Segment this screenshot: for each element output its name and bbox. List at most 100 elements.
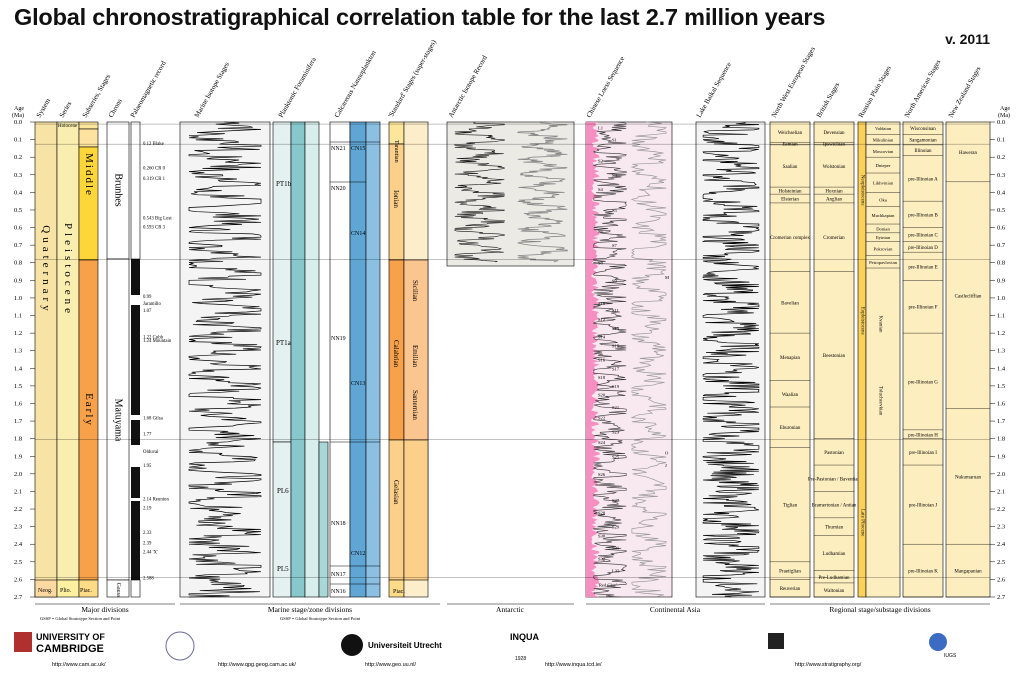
stage-label: Haweran: [959, 151, 978, 156]
qpg-logo-icon: [165, 631, 195, 661]
palaeomagnetic-record: 0.12 Blake 0.260 CR 0 0.319 CR 1 0.543 Big …: [130, 121, 172, 598]
loess-unit-label: S25: [612, 454, 620, 459]
palaeomag-event: Olduvai: [143, 450, 159, 455]
axis-tick-label: 1.3: [997, 348, 1005, 355]
palaeomag-event: 1.95: [143, 464, 152, 469]
stage-label: Eburonian: [780, 426, 801, 431]
stage-label: Neopleistocene: [860, 175, 865, 207]
column-header-standard: 'Standard' Stages (super-stages): [387, 38, 438, 119]
column-header-british: British Stages: [815, 81, 842, 119]
axis-tick-label: 2.5: [997, 559, 1005, 566]
cn13: CN13: [351, 381, 365, 387]
stage-label: Cromerian: [823, 236, 845, 241]
loess-unit-label: S24: [598, 440, 606, 445]
standard-stages: Tarantian Ionian Sicilian Emilian Santer…: [388, 121, 429, 598]
cambridge-url: http://www.cam.ac.uk/: [52, 662, 106, 668]
loess-unit-label: S23: [612, 430, 620, 435]
axis-tick-label: 1.8: [14, 436, 22, 443]
palaeomag-event: 0.319 CR 1: [143, 177, 166, 182]
stage-label: Ludhamian: [823, 552, 846, 557]
stage-label: Anglian: [826, 198, 843, 203]
axis-tick-label: 1.5: [997, 383, 1005, 390]
column-header-nannoplankton: Calcareous Nannoplankton: [333, 49, 378, 119]
loess-unit-label: S15: [612, 343, 620, 348]
axis-label-unit: (Ma): [12, 112, 24, 119]
axis-tick-label: 0.8: [14, 260, 22, 267]
version-label: v. 2011: [945, 31, 990, 47]
loess-unit-label: S5: [612, 208, 618, 213]
stage-label: Illinoian: [915, 149, 932, 154]
axis-label-unit-right: (Ma): [998, 112, 1010, 119]
axis-tick-label: 1.0: [997, 295, 1005, 302]
column-header-series: Series: [58, 100, 74, 119]
axis-tick-label: 0.4: [14, 189, 23, 196]
nn17: NN17: [331, 572, 346, 578]
cn14: CN14: [351, 231, 365, 237]
stratigraphy-logo-icon: [768, 633, 784, 649]
stage-emilian: Emilian: [411, 345, 419, 368]
axis-tick-label: 0.9: [14, 277, 22, 284]
loess-unit-label: M: [665, 275, 669, 280]
cambridge-line1: UNIVERSITY OF: [36, 632, 105, 642]
stage-label: Eemian: [782, 143, 798, 148]
stage-label: Tolucheevkian: [878, 386, 883, 416]
stage-label: Eopleistocene: [860, 307, 865, 336]
stage-label: pre-Illinoian E: [908, 265, 937, 270]
loess-unit-label: S8: [598, 261, 604, 266]
neogene-label: Neog.: [38, 588, 53, 594]
stage-santernian: Santernian: [411, 390, 419, 420]
axis-tick-label: 2.7: [997, 594, 1006, 601]
gauss-label: Gauss: [115, 583, 121, 598]
loess-unit-label: O: [665, 451, 669, 456]
loess-unit-label: S4: [598, 187, 604, 192]
column-header-planktonic: Planktonic Foraminifera: [277, 55, 318, 119]
stage-label: pre-Illinoian I: [909, 451, 937, 456]
piacenzian-band: [78, 579, 99, 598]
axis-tick-label: 1.7: [997, 418, 1006, 425]
column-header-new_zealand: New Zealand Stages: [947, 65, 983, 119]
axis-tick-label: 1.5: [14, 383, 22, 390]
matuyama-label: Matuyama: [113, 399, 124, 442]
stage-label: Devensian: [823, 131, 845, 136]
bottom-groups: Major divisions Marine stage/zone divisi…: [35, 603, 990, 621]
axis-tick-label: 0.2: [997, 154, 1005, 161]
loess-unit-label: S21: [612, 405, 620, 410]
cambridge-line2: CAMBRIDGE: [36, 643, 104, 655]
cn12: CN12: [351, 551, 365, 557]
brunhes-label: Brunhes: [113, 173, 124, 206]
axis-tick-label: 1.4: [997, 365, 1006, 372]
stage-label: Wisconsinan: [910, 127, 936, 132]
axis-tick-label: 2.7: [14, 594, 23, 601]
stage-label: pre-Illinoian B: [908, 213, 938, 218]
loess-unit-label: S14: [598, 335, 606, 340]
axis-tick-label: 1.6: [14, 400, 23, 407]
stage-label: Sangamonian: [909, 139, 937, 144]
palaeomag-event: 2.588: [143, 576, 154, 581]
axis-tick-label: 0.1: [997, 137, 1005, 144]
nn16: NN16: [331, 589, 346, 595]
stage-label: Nukumaruan: [955, 475, 982, 480]
axis-tick-label: 0.4: [997, 189, 1006, 196]
chinese-loess-panel: L1 S1 S2 S3 S4 S5 S6 S7 S8 S9 S10 S11 S12 S13 S14 S15 S1…: [585, 121, 673, 598]
right-axis: Age (Ma) 0.0 0.1 0.2 0.3 0.4 0.5 0.6 0.7 0.8 0.9 1…: [990, 106, 1010, 601]
stage-label: Donian: [876, 226, 890, 231]
palaeomag-event: 2.44 'X': [143, 550, 158, 555]
stage-label: Oka: [879, 197, 887, 202]
utrecht-url: http://www.geo.uu.nl/: [365, 662, 417, 668]
loess-unit-label: S27: [612, 498, 620, 503]
inqua-url: http://www.inqua.tcd.ie/: [545, 662, 602, 668]
palaeomag-event: 2.39: [143, 541, 152, 546]
zone-pt1b: PT1b: [276, 180, 292, 188]
axis-tick-label: 1.1: [14, 313, 22, 320]
palaeomag-event: 2.14 Reunion: [143, 497, 169, 502]
loess-unit-label: S2: [598, 159, 604, 164]
palaeomag-event: 1.22 Cobb: [143, 336, 164, 341]
group-major: Major divisions: [81, 605, 128, 614]
planktonic-foraminifera: PT1b PT1a PL6 PL5: [272, 121, 329, 598]
stage-piac: Piac.: [393, 589, 405, 595]
stage-label: Dnieper: [876, 163, 891, 168]
pleistocene-band: [56, 121, 80, 581]
axis-label-age: Age: [14, 106, 24, 112]
stage-label: Elsterian: [781, 198, 799, 203]
loess-unit-label: S19: [612, 384, 620, 389]
